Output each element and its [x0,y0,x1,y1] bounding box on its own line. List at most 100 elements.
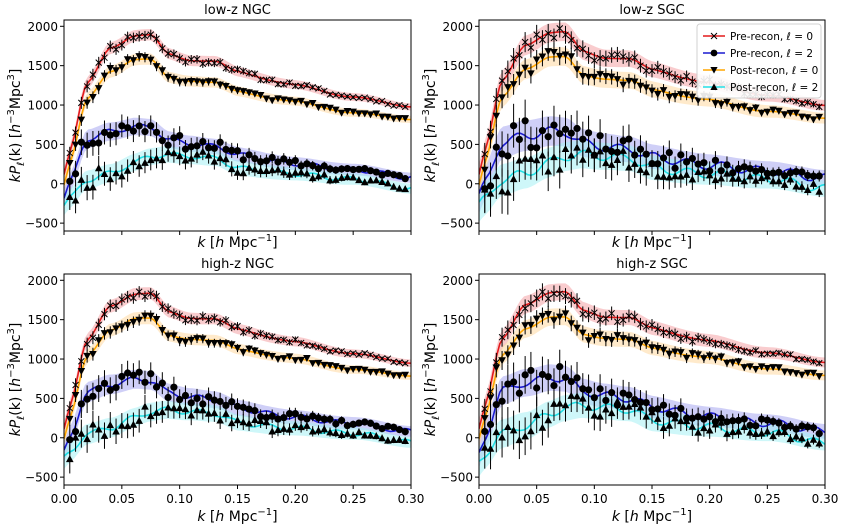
point-pre0 [585,311,592,319]
point-post2 [349,431,357,439]
y-label-mpc: Mpc [8,80,24,109]
x-label-k: k [612,509,621,525]
point-pre2 [152,383,161,391]
point-pre2 [746,421,754,430]
point-pre0 [193,55,201,63]
point-post0 [268,97,276,105]
point-post2 [521,154,529,162]
point-pre2 [792,425,800,433]
point-pre2 [509,122,518,130]
point-pre2 [775,168,783,176]
x-tick-label: 0.10 [166,492,193,506]
point-post2 [602,159,610,167]
point-pre2 [740,415,748,423]
point-pre0 [355,351,363,358]
point-pre0 [815,103,823,111]
point-pre2 [309,162,317,170]
y-label-ell: ℓ [431,162,442,166]
point-pre2 [781,172,789,180]
point-pre0 [361,94,369,102]
y-label-exp1: −3 [6,363,17,378]
point-post2 [740,177,749,185]
point-post0 [395,115,404,123]
point-post2 [504,188,512,196]
point-pre0 [550,290,558,297]
point-post2 [711,420,720,428]
point-post2 [757,429,766,437]
point-pre2 [349,166,357,174]
point-post0 [216,81,224,89]
point-post2 [694,428,702,436]
point-pre2 [199,137,207,146]
point-post2 [314,426,323,434]
point-post2 [233,168,242,176]
point-post0 [227,341,236,349]
point-pre0 [544,30,552,37]
y-label-k: (k) [ [8,387,24,416]
point-pre0 [245,69,253,77]
point-pre0 [660,67,667,75]
point-pre2 [124,369,132,377]
y-label-mpc: Mpc [8,334,24,363]
point-pre0 [130,34,137,42]
point-pre0 [740,347,748,355]
point-post0 [809,116,818,124]
x-tick-label: 0.20 [282,492,309,506]
point-pre0 [544,295,552,302]
point-pre0 [498,333,506,341]
point-pre0 [521,38,529,46]
point-pre0 [625,55,633,63]
point-pre2 [332,166,340,174]
point-pre0 [170,310,178,317]
x-tick-label: 0.05 [108,492,135,506]
y-label-close: ] [423,69,439,74]
point-pre2 [77,138,85,146]
x-tick-label: 0.10 [581,492,608,506]
point-post2 [579,155,587,163]
point-pre2 [625,135,633,143]
point-pre2 [740,163,748,171]
point-pre2 [659,154,668,162]
point-post2 [308,174,317,182]
point-post2 [187,411,196,419]
point-pre0 [527,300,535,307]
legend: Pre-recon, ℓ = 0 Pre-recon, ℓ = 2 Post-rec… [696,23,822,99]
point-pre2 [338,416,346,425]
point-post2 [65,192,74,200]
point-pre0 [309,342,317,350]
point-pre0 [239,67,247,75]
point-pre0 [303,342,311,349]
point-post2 [630,159,639,167]
point-pre2 [343,422,351,430]
point-post2 [210,409,219,417]
point-pre0 [263,76,270,84]
legend-box [696,23,822,99]
point-post0 [297,356,305,364]
point-post0 [579,329,587,337]
point-pre2 [390,423,398,431]
point-post0 [665,93,674,101]
point-pre2 [239,156,247,164]
point-pre0 [556,25,564,32]
point-pre0 [521,305,529,312]
point-post2 [769,432,777,440]
point-post2 [135,416,143,424]
panel-title: low-z NGC [204,3,271,18]
point-pre2 [129,371,137,379]
point-pre0 [251,332,259,340]
point-post0 [123,56,132,64]
point-post0 [222,340,230,348]
point-pre2 [584,386,593,394]
point-pre0 [135,33,143,40]
point-pre0 [326,348,334,355]
point-post0 [682,354,691,362]
point-post2 [653,414,662,422]
point-post0 [285,97,294,105]
point-pre0 [401,359,409,367]
point-post0 [527,321,535,329]
point-post0 [106,64,115,72]
point-post0 [688,350,697,358]
point-pre2 [320,415,328,423]
point-post2 [642,168,651,176]
y-tick-label: 1500 [442,313,473,327]
